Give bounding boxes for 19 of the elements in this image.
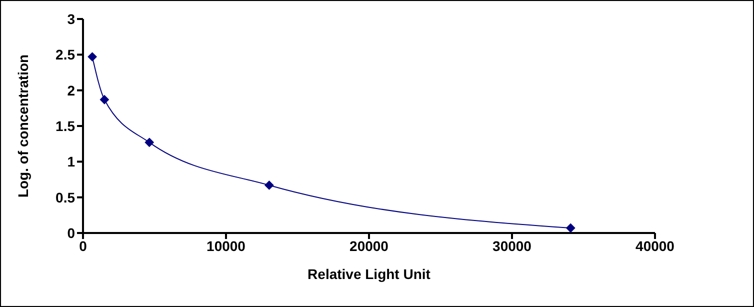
point <box>566 224 576 233</box>
y-tick-label: 0 <box>67 224 76 241</box>
point <box>100 95 109 104</box>
y-tick-label: 1 <box>67 154 76 170</box>
point <box>264 180 274 190</box>
y-tick-label: 1.5 <box>56 118 76 134</box>
y-tick-label: 0.5 <box>56 189 76 206</box>
x-tick-label: 0 <box>79 238 88 254</box>
y-axis-title: Log. of concentration <box>14 54 31 198</box>
x-tick-label: 40000 <box>636 238 675 254</box>
point <box>144 138 154 147</box>
x-axis-title: Relative Light Unit <box>308 266 431 282</box>
x-tick-label: 20000 <box>350 238 389 254</box>
point <box>88 52 97 62</box>
y-tick-label: 3 <box>67 10 76 27</box>
y-tick-label: 2.5 <box>56 46 76 63</box>
x-tick-label: 10000 <box>206 238 246 254</box>
y-tick-label: 2 <box>67 82 76 98</box>
x-tick-label: 30000 <box>492 238 532 254</box>
